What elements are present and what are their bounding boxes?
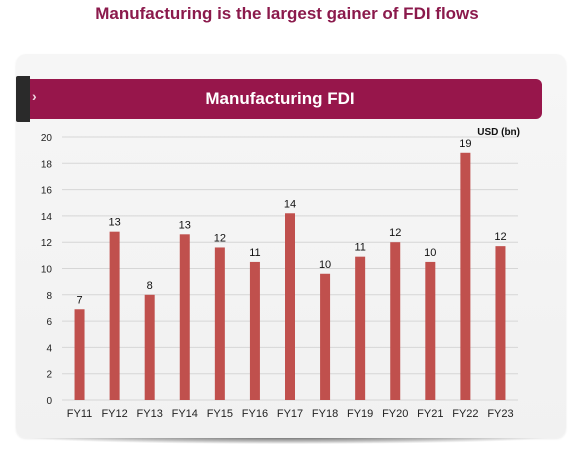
x-tick-label: FY20: [382, 408, 408, 420]
y-axis-ticks: 0 2 4 6 8 10 12 14 16 18 20: [41, 133, 53, 407]
chart-bars: [74, 152, 506, 400]
y-tick-label: 14: [41, 212, 53, 223]
bar-fy12: [109, 231, 120, 400]
data-label: 7: [76, 294, 82, 306]
chart-banner: [18, 79, 542, 119]
x-tick-label: FY13: [137, 408, 163, 420]
data-label: 8: [147, 280, 153, 292]
banner-tab: [16, 76, 30, 122]
bar-fy18: [320, 273, 331, 400]
page-title: Manufacturing is the largest gainer of F…: [95, 4, 479, 23]
y-tick-label: 10: [41, 265, 53, 276]
y-tick-label: 18: [41, 159, 53, 170]
bar-fy16: [249, 261, 260, 400]
x-tick-label: FY19: [347, 408, 373, 420]
data-label: 13: [108, 217, 120, 229]
chevron-right-icon: ›: [32, 88, 37, 104]
y-tick-label: 0: [46, 396, 52, 407]
bar-fy21: [425, 261, 436, 400]
x-axis-ticks: FY11 FY12 FY13 FY14 FY15 FY16 FY17 FY18 FY19 FY20…: [67, 408, 514, 420]
x-tick-label: FY23: [487, 408, 513, 420]
data-label: 11: [354, 242, 365, 254]
x-tick-label: FY21: [417, 408, 443, 420]
data-label: 13: [179, 219, 191, 231]
bar-fy17: [285, 213, 295, 400]
bar-fy14: [179, 234, 190, 400]
y-tick-label: 20: [41, 133, 53, 144]
data-label: 10: [319, 259, 331, 271]
y-tick-label: 2: [46, 370, 52, 381]
chart-title: Manufacturing FDI: [205, 89, 355, 108]
x-tick-label: FY16: [242, 408, 268, 420]
bar-fy13: [144, 294, 155, 400]
y-tick-label: 8: [46, 291, 52, 302]
bar-fy20: [390, 242, 401, 400]
bar-fy15: [214, 247, 225, 400]
bar-fy19: [355, 256, 366, 400]
x-tick-label: FY12: [101, 408, 127, 420]
y-tick-label: 12: [41, 238, 53, 249]
x-tick-label: FY22: [452, 408, 478, 420]
x-tick-label: FY11: [67, 408, 92, 420]
bar-fy23: [495, 246, 506, 400]
y-tick-label: 16: [41, 186, 53, 197]
data-label: 12: [389, 227, 401, 239]
bar-fy22: [460, 152, 471, 400]
chart-data-labels: 7 13 8 13 12 11 14 10 11 12 10 19 12: [76, 138, 506, 306]
data-label: 10: [424, 247, 436, 259]
bar-fy11: [74, 309, 85, 400]
y-axis-unit-label: USD (bn): [477, 127, 520, 138]
x-tick-label: FY14: [172, 408, 198, 420]
x-tick-label: FY15: [207, 408, 233, 420]
data-label: 12: [214, 232, 226, 244]
data-label: 11: [249, 247, 260, 259]
x-tick-label: FY18: [312, 408, 338, 420]
x-tick-label: FY17: [277, 408, 303, 420]
y-tick-label: 6: [46, 317, 52, 328]
data-label: 12: [494, 231, 506, 243]
y-tick-label: 4: [46, 343, 52, 354]
data-label: 19: [459, 138, 471, 150]
data-label: 14: [284, 198, 296, 210]
